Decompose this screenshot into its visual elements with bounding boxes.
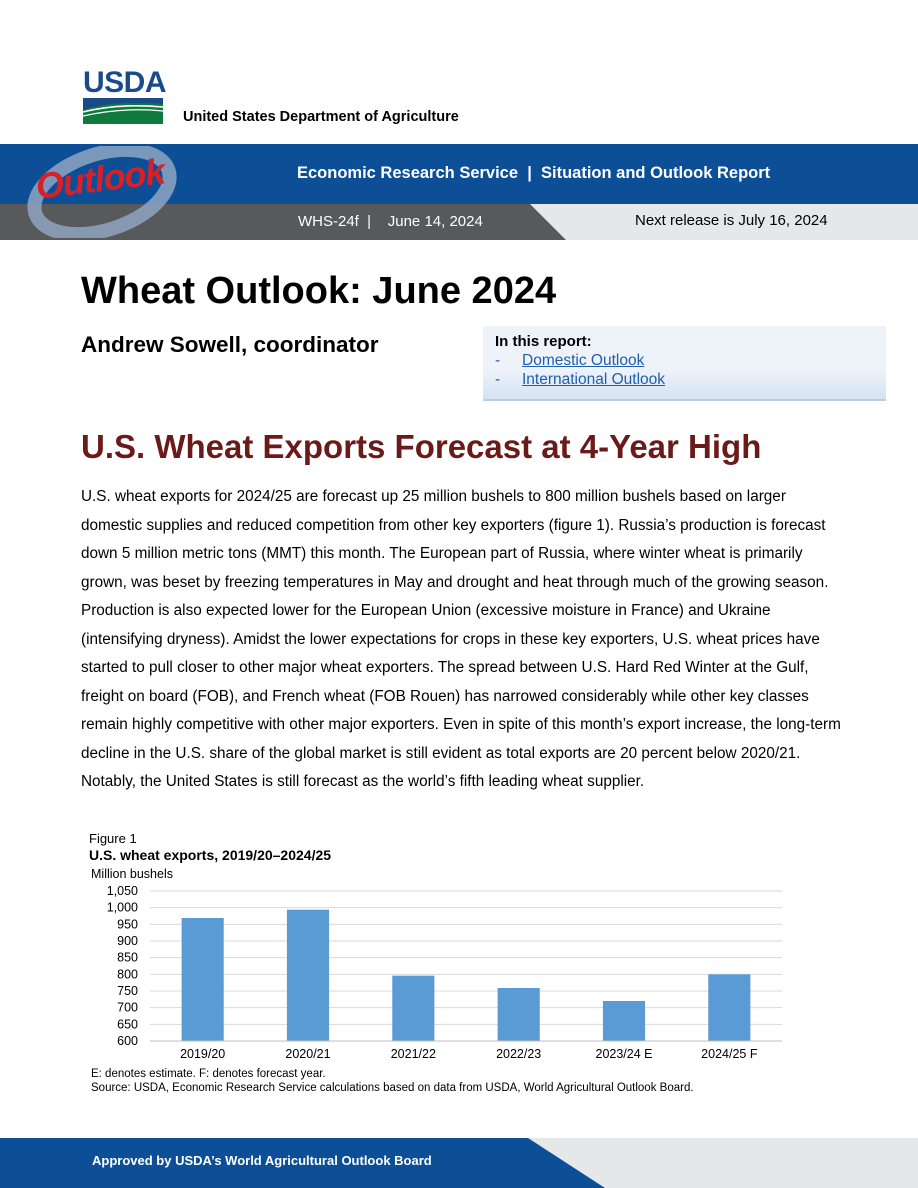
figure-note: E: denotes estimate. F: denotes forecast… <box>91 1068 326 1080</box>
bar <box>392 975 435 1041</box>
x-tick-label: 2024/25 F <box>701 1047 758 1061</box>
y-tick-label: 600 <box>117 1034 138 1048</box>
figure-title: U.S. wheat exports, 2019/20–2024/25 <box>89 847 332 863</box>
report-link-international[interactable]: - International Outlook <box>495 371 665 389</box>
y-tick-label: 1,000 <box>107 901 138 915</box>
figure-source: Source: USDA, Economic Research Service … <box>91 1082 694 1094</box>
y-tick-label: 900 <box>117 934 138 948</box>
next-release: Next release is July 16, 2024 <box>635 212 828 229</box>
usda-swoosh-icon <box>83 98 163 124</box>
list-dash: - <box>495 352 501 369</box>
wheat-exports-chart: 600 650 700 750 800 850 900 950 1,000 1,050 2019/2… <box>107 884 782 1061</box>
footer-approval: Approved by USDA’s World Agricultural Ou… <box>92 1153 432 1168</box>
outlook-ring-icon <box>27 146 177 238</box>
release-bar <box>530 204 918 240</box>
list-dash: - <box>495 371 501 388</box>
y-axis-unit: Million bushels <box>91 867 173 881</box>
bar <box>708 974 751 1041</box>
body-paragraph: U.S. wheat exports for 2024/25 are forec… <box>81 488 841 790</box>
x-tick-label: 2019/20 <box>180 1047 225 1061</box>
coordinator: Andrew Sowell, coordinator <box>81 332 379 357</box>
section-title: U.S. Wheat Exports Forecast at 4-Year Hi… <box>81 428 762 465</box>
bar <box>286 909 330 1041</box>
y-tick-label: 1,050 <box>107 884 138 898</box>
y-tick-label: 850 <box>117 951 138 965</box>
usda-wordmark: USDA <box>83 66 167 99</box>
x-tick-label: 2022/23 <box>496 1047 541 1061</box>
page-title: Wheat Outlook: June 2024 <box>81 270 557 312</box>
y-tick-label: 650 <box>117 1017 138 1031</box>
agency-name: United States Department of Agriculture <box>183 109 459 125</box>
usda-logo: USDA <box>83 66 167 124</box>
x-tick-label: 2020/21 <box>285 1047 330 1061</box>
international-outlook-link[interactable]: International Outlook <box>522 371 666 388</box>
y-tick-label: 750 <box>117 984 138 998</box>
bar <box>497 988 540 1041</box>
in-this-report-heading: In this report: <box>495 333 592 350</box>
in-this-report-box: In this report: - Domestic Outlook - Inter… <box>483 326 886 401</box>
bar <box>181 918 224 1041</box>
domestic-outlook-link[interactable]: Domestic Outlook <box>522 352 645 369</box>
publication-id: WHS-24f | June 14, 2024 <box>298 213 483 230</box>
y-tick-label: 800 <box>117 967 138 981</box>
x-tick-label: 2023/24 E <box>596 1047 653 1061</box>
x-tick-label: 2021/22 <box>391 1047 436 1061</box>
report-link-domestic[interactable]: - Domestic Outlook <box>495 352 644 370</box>
y-tick-label: 700 <box>117 1001 138 1015</box>
service-line: Economic Research Service | Situation an… <box>297 164 771 182</box>
bar <box>602 1001 646 1041</box>
figure-label: Figure 1 <box>89 831 137 846</box>
y-tick-label: 950 <box>117 917 138 931</box>
footer-banner <box>0 1138 605 1188</box>
